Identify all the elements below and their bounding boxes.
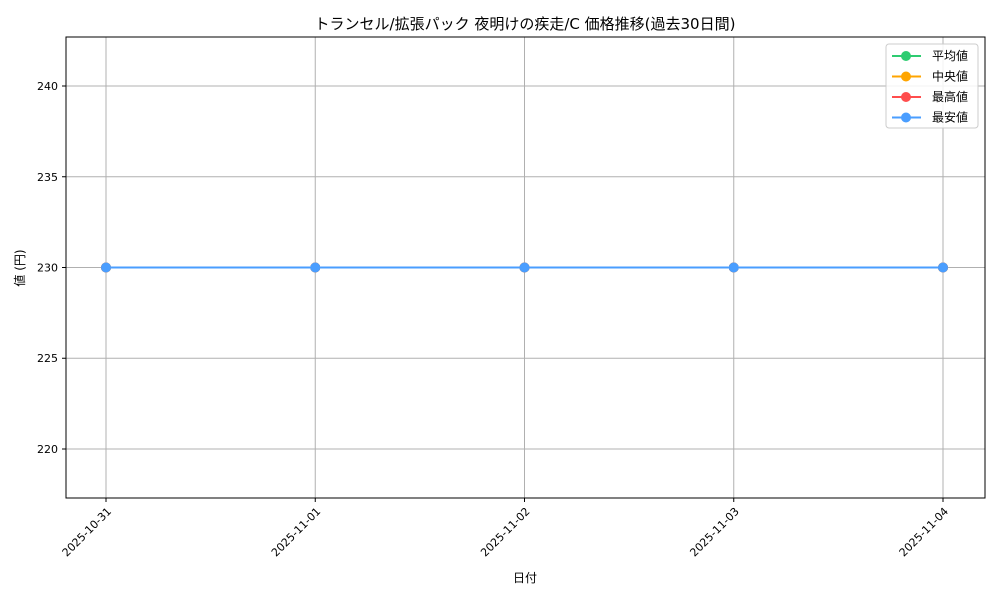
x-tick-label: 2025-11-04 [897, 505, 951, 559]
x-tick-label: 2025-10-31 [60, 505, 114, 559]
chart-title: トランセル/拡張パック 夜明けの疾走/C 価格推移(過去30日間) [315, 15, 736, 33]
data-point [728, 262, 739, 273]
y-axis-label: 値 (円) [12, 249, 27, 286]
x-tick-label: 2025-11-01 [269, 505, 323, 559]
legend-label: 平均値 [932, 48, 968, 63]
legend-marker [901, 112, 911, 123]
data-point [101, 262, 111, 273]
legend-label: 最安値 [932, 110, 968, 125]
y-tick-label: 240 [37, 80, 58, 93]
legend-marker [901, 51, 911, 61]
legend-label: 中央値 [932, 69, 968, 84]
data-point [519, 262, 530, 273]
y-tick-label: 220 [37, 443, 58, 456]
legend-label: 最高値 [932, 89, 968, 104]
x-tick-label: 2025-11-02 [478, 505, 532, 559]
legend-marker [901, 92, 911, 102]
legend-marker [901, 71, 911, 82]
legend-box [885, 43, 979, 129]
data-point [938, 262, 948, 273]
x-tick-label: 2025-11-03 [687, 505, 741, 559]
y-tick-label: 235 [37, 171, 58, 184]
x-axis-label: 日付 [513, 571, 537, 585]
y-tick-label: 230 [37, 262, 58, 275]
y-tick-label: 225 [37, 352, 58, 365]
data-point [310, 262, 321, 273]
